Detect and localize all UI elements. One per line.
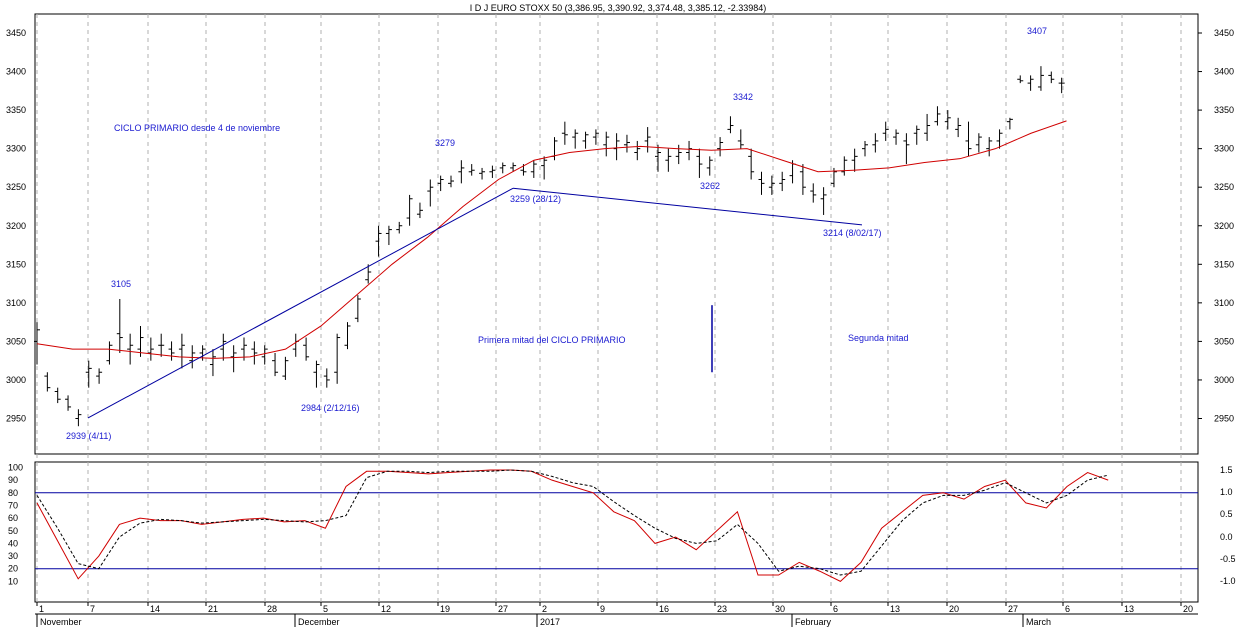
osc-y-tick-label-left: 70: [8, 500, 18, 510]
x-tick-label: 19: [440, 604, 450, 614]
y-tick-label-right: 2950: [1214, 414, 1234, 424]
price-plot-frame: [34, 13, 1199, 455]
x-tick-label: 7: [90, 604, 95, 614]
x-month-label: March: [1026, 617, 1051, 627]
osc-y-tick-label-right: 0.5: [1220, 509, 1233, 519]
chart-axes: 1 7 14 21 28 5 12 19 27 2 9 16 23 30 6 13 20 27 6 13 20 Novem…: [6, 13, 1236, 627]
osc-y-tick-label-left: 80: [8, 488, 18, 498]
y-tick-label-left: 3450: [6, 28, 26, 38]
y-tick-label-right: 3100: [1214, 298, 1234, 308]
oscillator-main-line: [36, 469, 1109, 582]
y-tick-label-left: 3250: [6, 182, 26, 192]
y-tick-label-right: 3150: [1214, 259, 1234, 269]
x-tick-label: 21: [208, 604, 218, 614]
osc-y-tick-label-left: 10: [8, 576, 18, 586]
y-tick-label-right: 3450: [1214, 28, 1234, 38]
x-month-label: February: [795, 617, 832, 627]
x-tick-label: 27: [1008, 604, 1018, 614]
annotation-label: CICLO PRIMARIO desde 4 de noviembre: [114, 123, 280, 133]
y-tick-label-right: 3350: [1214, 105, 1234, 115]
annotation-label: 3407: [1027, 26, 1047, 36]
osc-y-tick-label-right: 1.5: [1220, 465, 1233, 475]
osc-y-tick-label-left: 30: [8, 551, 18, 561]
annotation-label: 3279: [435, 138, 455, 148]
y-tick-label-left: 3200: [6, 221, 26, 231]
x-tick-label: 27: [498, 604, 508, 614]
x-tick-label: 1: [39, 604, 44, 614]
osc-y-tick-label-left: 20: [8, 564, 18, 574]
osc-y-tick-label-right: -0.5: [1220, 554, 1236, 564]
x-month-label: 2017: [540, 617, 560, 627]
osc-y-tick-label-left: 100: [8, 463, 23, 473]
x-tick-label: 14: [150, 604, 160, 614]
annotation-label: 3105: [111, 279, 131, 289]
y-tick-label-left: 3300: [6, 144, 26, 154]
y-tick-label-left: 3000: [6, 375, 26, 385]
x-tick-label: 20: [949, 604, 959, 614]
x-tick-label: 12: [381, 604, 391, 614]
annotation-label: 3342: [733, 92, 753, 102]
x-tick-label: 20: [1183, 604, 1193, 614]
x-tick-label: 13: [1124, 604, 1134, 614]
x-tick-label: 9: [600, 604, 605, 614]
y-tick-label-right: 3250: [1214, 182, 1234, 192]
oscillator-plot-frame: [34, 461, 1199, 603]
annotation-label: 3214 (8/02/17): [823, 228, 882, 238]
y-tick-label-right: 3200: [1214, 221, 1234, 231]
price-panel: [34, 66, 1067, 427]
y-tick-label-right: 3050: [1214, 336, 1234, 346]
x-tick-label: 28: [267, 604, 277, 614]
annotation-label: 3262: [700, 181, 720, 191]
annotation-label: Segunda mitad: [848, 333, 909, 343]
y-tick-label-left: 2950: [6, 414, 26, 424]
y-tick-label-right: 3300: [1214, 144, 1234, 154]
osc-y-tick-label-left: 90: [8, 475, 18, 485]
oscillator-signal-line: [36, 469, 1109, 576]
annotation-label: Primera mitad del CICLO PRIMARIO: [478, 335, 626, 345]
osc-y-tick-label-left: 60: [8, 513, 18, 523]
osc-y-tick-label-right: -1.0: [1220, 576, 1236, 586]
x-tick-label: 2: [542, 604, 547, 614]
chart-title: I D J EURO STOXX 50 (3,386.95, 3,390.92,…: [470, 3, 767, 13]
annotation-label: 2939 (4/11): [66, 431, 111, 441]
osc-y-tick-label-left: 50: [8, 526, 18, 536]
y-tick-label-left: 3150: [6, 259, 26, 269]
annotation-label: 2984 (2/12/16): [301, 403, 360, 413]
y-tick-label-right: 3400: [1214, 67, 1234, 77]
trend-line-falling: [512, 187, 863, 226]
y-tick-label-right: 3000: [1214, 375, 1234, 385]
y-tick-label-left: 3350: [6, 105, 26, 115]
x-tick-label: 6: [833, 604, 838, 614]
y-tick-label-left: 3100: [6, 298, 26, 308]
y-tick-label-left: 3050: [6, 336, 26, 346]
osc-y-tick-label-left: 40: [8, 538, 18, 548]
x-tick-label: 5: [323, 604, 328, 614]
oscillator-panel: [35, 469, 1198, 582]
x-tick-label: 6: [1065, 604, 1070, 614]
x-tick-label: 30: [775, 604, 785, 614]
x-month-label: November: [40, 617, 82, 627]
x-tick-label: 23: [717, 604, 727, 614]
osc-y-tick-label-right: 0.0: [1220, 532, 1233, 542]
y-tick-label-left: 3400: [6, 67, 26, 77]
moving-average-line: [36, 120, 1067, 359]
osc-y-tick-label-right: 1.0: [1220, 487, 1233, 497]
x-month-label: December: [298, 617, 340, 627]
annotation-label: 3259 (28/12): [510, 194, 561, 204]
annotation-labels: 3105 2939 (4/11) 2984 (2/12/16) 3279 3259 (2…: [66, 26, 1047, 441]
x-tick-label: 13: [890, 604, 900, 614]
trend-line-rising: [87, 187, 514, 419]
x-tick-label: 16: [659, 604, 669, 614]
